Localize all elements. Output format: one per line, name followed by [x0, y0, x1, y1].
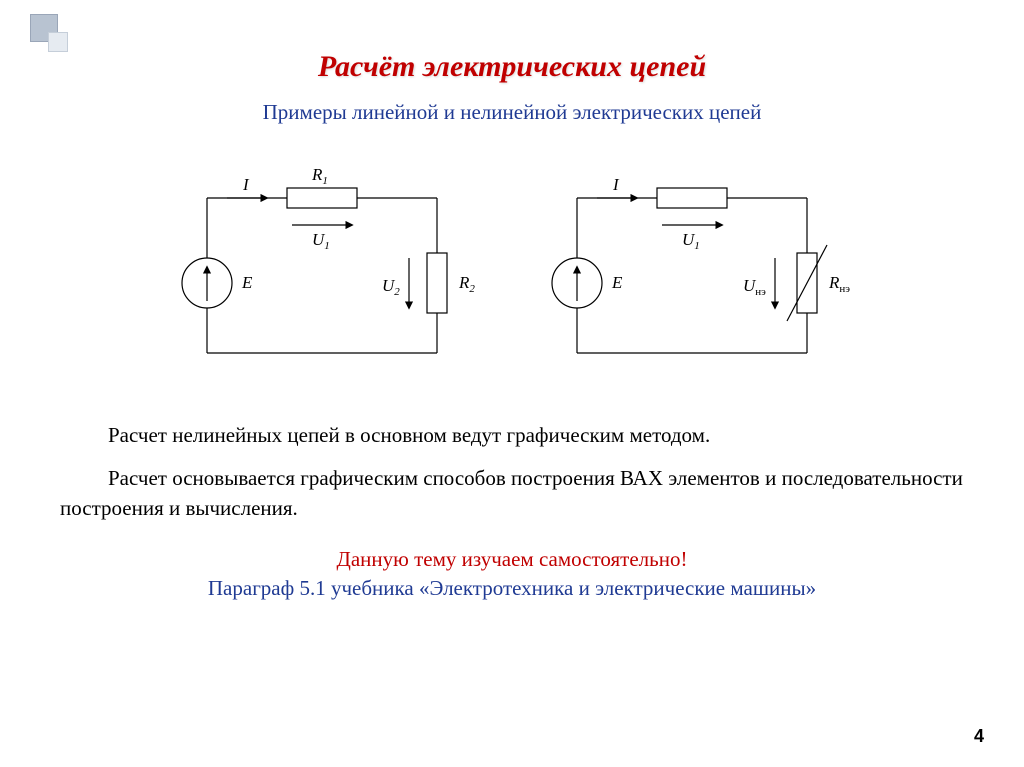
label-Rne-sub: нэ: [839, 283, 850, 295]
svg-text:U1: U1: [682, 230, 700, 252]
paragraph-1: Расчет нелинейных цепей в основном ведут…: [60, 421, 964, 450]
svg-text:R1: R1: [311, 165, 328, 187]
note-line2: Параграф 5.1 учебника «Электротехника и …: [0, 576, 1024, 601]
nonlinear-circuit: I U1 E Uнэ Rнэ: [527, 153, 867, 383]
svg-text:Uнэ: Uнэ: [743, 276, 766, 298]
page-number: 4: [974, 726, 984, 747]
label-U2-sub: 2: [394, 286, 400, 298]
label-E: E: [241, 273, 253, 292]
svg-text:Rнэ: Rнэ: [828, 273, 850, 295]
page-title: Расчёт электрических цепей: [0, 0, 1024, 84]
svg-text:U2: U2: [382, 276, 400, 298]
label-R2-sub: 2: [469, 283, 475, 295]
note-line1: Данную тему изучаем самостоятельно!: [0, 547, 1024, 572]
label-E-right: E: [611, 273, 623, 292]
linear-circuit: I R1 U1 E U2 R2: [157, 153, 497, 383]
corner-decoration: [30, 14, 70, 54]
label-R2: R: [458, 273, 470, 292]
paragraph-2: Расчет основывается графическим способов…: [60, 464, 964, 523]
label-I-right: I: [612, 175, 620, 194]
svg-text:U1: U1: [312, 230, 330, 252]
label-R1: R: [311, 165, 323, 184]
label-I: I: [242, 175, 250, 194]
label-Une-sub: нэ: [755, 286, 766, 298]
label-Rne: R: [828, 273, 840, 292]
label-U1-sub-right: 1: [694, 240, 700, 252]
subtitle: Примеры линейной и нелинейной электричес…: [0, 100, 1024, 125]
svg-text:R2: R2: [458, 273, 475, 295]
circuit-diagrams: I R1 U1 E U2 R2: [0, 153, 1024, 383]
label-U1-sub: 1: [324, 240, 330, 252]
note-block: Данную тему изучаем самостоятельно! Пара…: [0, 547, 1024, 601]
label-R1-sub: 1: [322, 175, 328, 187]
body-text: Расчет нелинейных цепей в основном ведут…: [60, 421, 964, 523]
